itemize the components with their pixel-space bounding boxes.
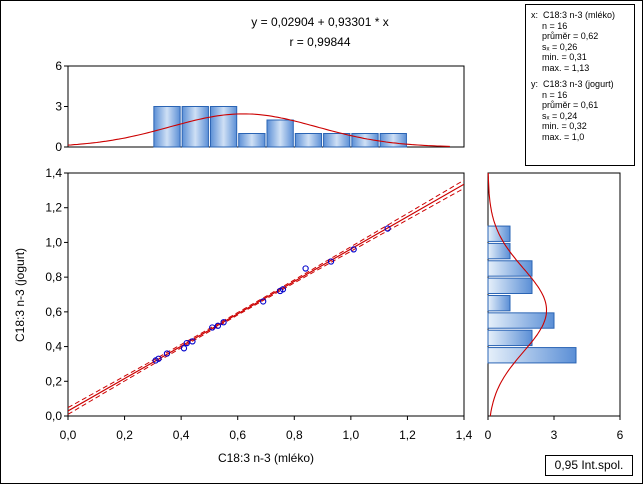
x-tick-label: 0,0 — [60, 428, 77, 442]
y-stats-block: y: C18:3 n-3 (jogurt) n = 16 průměr = 0,… — [531, 79, 614, 142]
x-tick-label: 1,0 — [343, 428, 360, 442]
x-tick-label: 0,6 — [229, 428, 246, 442]
data-point — [189, 338, 196, 345]
right-hist-bar — [487, 242, 511, 260]
top-hist-tick-label: 6 — [55, 59, 62, 73]
x-tick-label: 1,2 — [399, 428, 416, 442]
y-stats-header: y: C18:3 n-3 (jogurt) — [531, 79, 614, 89]
x-tick-label: 1,4 — [456, 428, 473, 442]
x-stat-line: max. = 1,13 — [542, 62, 590, 73]
confidence-band-upper — [68, 179, 464, 409]
confidence-band-lower — [68, 187, 464, 415]
data-point — [327, 258, 335, 265]
y-stat-line: průměr = 0,61 — [542, 100, 599, 110]
data-point — [260, 298, 267, 305]
right-histogram-frame — [487, 172, 621, 417]
y-tick-label: 1,0 — [45, 235, 62, 249]
y-stats-variable: C18:3 n-3 (jogurt) — [543, 79, 614, 89]
top-hist-bar — [181, 106, 209, 148]
data-point — [180, 345, 188, 352]
data-point — [155, 355, 162, 362]
statistics-box: x: C18:3 n-3 (mléko) n = 16 průměr = 0,6… — [525, 4, 635, 166]
x-stats-block: x: C18:3 n-3 (mléko) n = 16 průměr = 0,6… — [531, 10, 615, 73]
data-point — [302, 265, 309, 272]
top-hist-bar — [323, 133, 351, 148]
data-point — [384, 225, 391, 232]
right-hist-bar — [487, 329, 533, 347]
x-stats-header: x: C18:3 n-3 (mléko) — [531, 10, 616, 20]
right-hist-normal-curve — [487, 173, 548, 417]
top-hist-bar — [238, 133, 266, 148]
data-point — [183, 339, 190, 347]
data-point — [350, 246, 357, 253]
correlation-coefficient: r = 0,99844 — [289, 35, 350, 49]
axis-layer: 0,0 0,2 0,4 0,6 0,8 1,0 1,2 1,4 0,0 0,2 0,4 0,6 0,8 1… — [45, 166, 472, 442]
top-hist-tick-label: 3 — [55, 100, 62, 114]
y-stat-line: max. = 1,0 — [542, 131, 585, 142]
y-stat-line: sₓ = 0,24 — [542, 110, 578, 121]
regression-line — [68, 183, 464, 412]
right-hist-tick-label: 6 — [617, 428, 624, 442]
x-tick-label: 0,4 — [173, 428, 190, 442]
y-axis-label: C18:3 n-3 (jogurt) — [13, 248, 27, 342]
data-point — [214, 322, 222, 329]
right-histogram: 0 3 6 — [485, 173, 624, 442]
y-tick-label: 0,2 — [45, 374, 62, 388]
top-hist-bar — [379, 133, 407, 148]
top-hist-normal-curve — [67, 113, 450, 147]
x-stat-line: průměr = 0,62 — [542, 31, 599, 41]
right-hist-tick-label: 0 — [485, 428, 492, 442]
top-hist-bar — [209, 106, 238, 148]
right-hist-bar — [487, 260, 533, 277]
right-hist-bar — [487, 295, 511, 312]
scatter-layer — [68, 179, 464, 415]
data-point — [163, 350, 171, 357]
top-hist-bar — [266, 119, 294, 148]
top-histogram: 0 3 6 — [55, 59, 450, 154]
right-hist-bar — [487, 347, 577, 364]
x-axis-label: C18:3 n-3 (mléko) — [218, 451, 314, 465]
regression-group — [68, 179, 464, 415]
right-hist-tick-label: 3 — [551, 428, 558, 442]
y-tick-label: 0,0 — [45, 409, 62, 423]
y-tick-label: 0,4 — [45, 340, 62, 354]
confidence-interval-legend: 0,95 Int.spol. — [545, 455, 633, 476]
x-tick-label: 0,2 — [116, 428, 133, 442]
x-stat-line: min. = 0,31 — [542, 52, 587, 62]
x-tick-label: 0,8 — [286, 428, 303, 442]
data-point — [220, 319, 227, 326]
x-stats-variable: C18:3 n-3 (mléko) — [543, 10, 616, 20]
top-hist-bar — [294, 133, 323, 148]
y-stat-line: min. = 0,32 — [542, 121, 587, 131]
right-hist-bar — [487, 277, 533, 294]
data-point — [279, 286, 287, 293]
x-stat-line: n = 16 — [542, 20, 568, 31]
y-tick-label: 0,6 — [45, 305, 62, 319]
y-tick-label: 1,4 — [45, 166, 62, 180]
right-hist-bar — [487, 312, 555, 329]
x-stat-line: sₓ = 0,26 — [542, 41, 578, 52]
top-hist-tick-label: 0 — [55, 140, 62, 154]
y-stat-line: n = 16 — [542, 89, 568, 100]
data-point — [209, 324, 216, 331]
top-hist-bar — [153, 106, 181, 148]
y-tick-label: 0,8 — [45, 270, 62, 284]
y-tick-label: 1,2 — [45, 201, 62, 215]
regression-equation: y = 0,02904 + 0,93301 * x — [251, 15, 388, 29]
